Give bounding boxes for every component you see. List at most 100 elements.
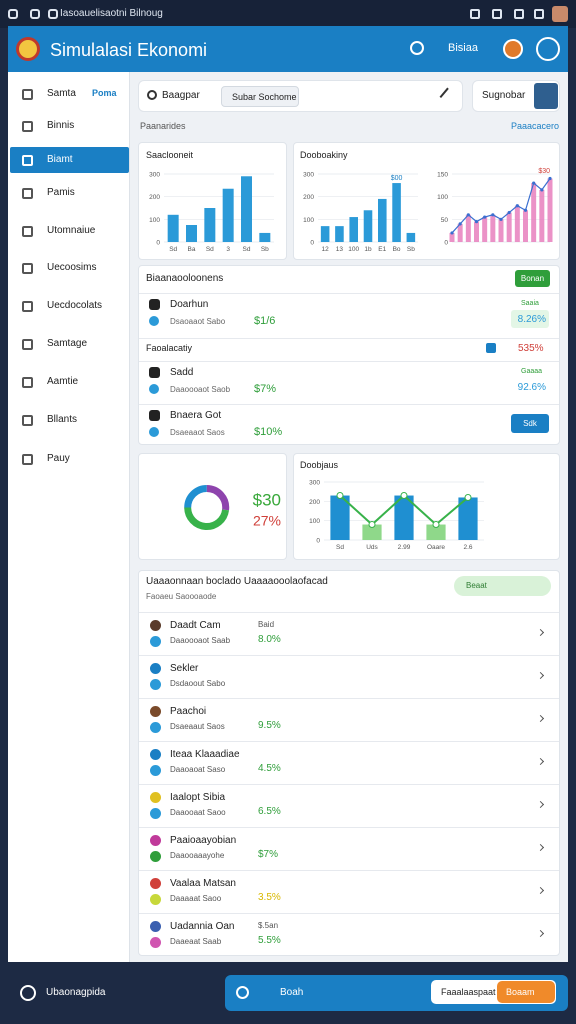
area-point — [483, 215, 487, 219]
x-tick-label: Sb — [261, 246, 269, 253]
sidebar-item[interactable]: Uecdocolats — [47, 300, 103, 311]
app-header — [8, 26, 568, 72]
bar — [167, 214, 179, 242]
sidebar-icon — [22, 155, 33, 166]
chart: 0 100 200 300 Sd Uds 2.99 Oaare 2.6 — [309, 480, 484, 551]
bar — [186, 225, 197, 242]
list-row[interactable] — [139, 656, 559, 698]
sidebar-item[interactable]: Bllants — [47, 414, 78, 425]
row-title[interactable]: Doarhun — [170, 299, 209, 310]
area-bar — [531, 183, 537, 242]
row-icon — [150, 636, 161, 647]
sidebar-item[interactable]: Samtage — [47, 338, 88, 349]
annotation: $00 — [391, 175, 403, 182]
settings-button[interactable] — [536, 37, 560, 61]
sidebar-icon — [22, 226, 33, 237]
footer-icon — [236, 986, 249, 999]
area-bar — [539, 189, 545, 242]
row-title[interactable]: Bnaera Got — [170, 410, 222, 421]
header-icon[interactable] — [503, 39, 523, 59]
x-tick-label: Sd — [243, 246, 251, 253]
y-tick-label: 300 — [303, 172, 314, 179]
bar — [363, 210, 373, 242]
sidebar-item[interactable]: Utomnaiue — [47, 225, 96, 236]
row-icon — [150, 706, 161, 717]
trend-point — [368, 521, 376, 529]
status-avatar — [552, 6, 568, 22]
search-box — [138, 80, 463, 112]
x-tick-label: Sb — [407, 246, 415, 253]
row-subtitle: Daaoooaot Saab — [170, 636, 231, 645]
row-value: $7% — [254, 383, 277, 395]
sidebar-icon — [22, 121, 33, 132]
area-point — [532, 181, 536, 185]
divider — [139, 913, 559, 914]
status-icon — [492, 9, 502, 19]
row-subtitle: Daaaaat Saoo — [170, 894, 222, 903]
y-tick-label: 50 — [441, 217, 449, 224]
sidebar-item[interactable]: Binnis — [47, 120, 75, 131]
divider — [139, 361, 559, 362]
area-point — [540, 188, 544, 192]
row-value: 8.0% — [258, 634, 281, 645]
row-title[interactable]: Sadd — [170, 367, 194, 378]
area-point — [458, 222, 462, 226]
row-icon — [149, 299, 160, 310]
list-title: Biaanaooloonens — [146, 273, 224, 284]
divider — [139, 784, 559, 785]
footer-action[interactable]: Boaam — [497, 981, 555, 1003]
x-tick-label: Sd — [169, 246, 177, 253]
row-icon — [150, 749, 161, 760]
sidebar-item[interactable]: Aamtie — [47, 376, 79, 387]
sidebar-item[interactable]: Pauy — [47, 453, 70, 464]
area-point — [466, 213, 470, 217]
row-subtitle: Daaoooaot Saob — [170, 385, 231, 394]
row-title: Vaalaa Matsan — [170, 878, 236, 889]
x-tick-label: 100 — [348, 246, 359, 253]
section-link[interactable]: Paaacacero — [511, 121, 560, 131]
sidebar-item[interactable]: Samta — [47, 88, 76, 99]
footer-pill[interactable]: Boah — [280, 987, 304, 998]
list-subtitle: Faoaeu Saoooaode — [146, 592, 217, 601]
y-tick-label: 100 — [303, 217, 314, 224]
area-point — [499, 217, 503, 221]
row-icon — [150, 878, 161, 889]
chart: 0 50 100 150 $30 — [437, 168, 553, 247]
sidebar-item[interactable]: Biamt — [47, 154, 73, 165]
bar — [335, 226, 344, 242]
list-pill[interactable]: Beaat — [454, 576, 551, 596]
sidebar-item[interactable]: Uecoosims — [47, 262, 97, 273]
list-button[interactable]: Bonan — [515, 270, 550, 287]
sidebar-icon — [22, 454, 33, 465]
area-point — [491, 213, 495, 217]
side-button[interactable]: Sdk — [511, 414, 549, 433]
y-tick-label: 200 — [309, 499, 320, 506]
search-button[interactable] — [410, 41, 424, 55]
chart-title: Dooboakiny — [300, 150, 348, 160]
divider — [139, 655, 559, 656]
y-tick-label: 300 — [309, 480, 320, 487]
row-value: $1/6 — [254, 315, 276, 327]
area-point — [474, 220, 479, 224]
trend-point — [400, 492, 408, 500]
filter-chip[interactable]: Subar Sochome — [221, 86, 299, 107]
side-value: 8.26% — [511, 310, 549, 328]
chat-icon[interactable] — [20, 985, 36, 1001]
row-icon — [149, 410, 160, 421]
area-bar — [474, 221, 479, 242]
sidebar-icon — [22, 339, 33, 350]
divider — [139, 338, 559, 339]
search-input[interactable]: Baagpar — [162, 90, 200, 101]
header-menu[interactable]: Bisiaa — [448, 42, 478, 54]
x-tick-label: 13 — [336, 246, 344, 253]
sidebar-item[interactable]: Pamis — [47, 187, 75, 198]
list-card — [138, 570, 560, 956]
row-icon — [150, 835, 161, 846]
divider — [139, 870, 559, 871]
user-name[interactable]: Sugnobar — [482, 90, 526, 101]
row-note: Baid — [258, 620, 275, 629]
row-icon — [150, 620, 161, 631]
area-bar — [514, 205, 520, 242]
area-bar — [490, 214, 496, 242]
